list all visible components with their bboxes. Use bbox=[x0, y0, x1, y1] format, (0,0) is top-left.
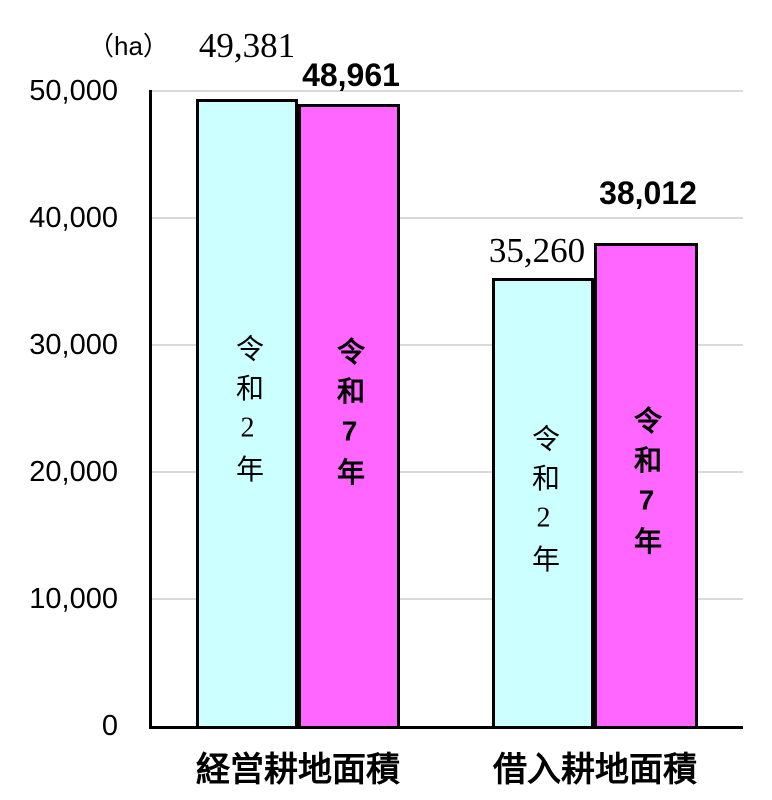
value-label-reiwa7-kariire: 38,012 bbox=[599, 175, 697, 211]
y-tick-label: 20,000 bbox=[29, 456, 118, 488]
y-tick-label: 50,000 bbox=[29, 75, 118, 107]
gridline-50000 bbox=[150, 90, 743, 92]
y-tick-label: 40,000 bbox=[29, 202, 118, 234]
y-axis-unit-label: （ha） bbox=[88, 31, 169, 61]
bar-reiwa2-keiei: 令和2年 bbox=[196, 99, 298, 729]
bar-reiwa7-kariire: 令和7年 bbox=[594, 243, 698, 729]
value-label-reiwa2-kariire: 35,260 bbox=[488, 231, 586, 270]
y-tick-label: 10,000 bbox=[29, 583, 118, 615]
category-label-kariire: 借入耕地面積 bbox=[493, 751, 697, 789]
gridline-30000 bbox=[150, 344, 743, 346]
bar-series-label: 令和7年 bbox=[631, 406, 662, 566]
gridline-40000 bbox=[150, 217, 743, 219]
bar-series-label: 令和2年 bbox=[528, 423, 559, 584]
bar-reiwa7-keiei: 令和7年 bbox=[298, 104, 400, 729]
value-label-reiwa7-keiei: 48,961 bbox=[302, 57, 400, 93]
bar-series-label: 令和7年 bbox=[334, 336, 365, 497]
gridline-20000 bbox=[150, 471, 743, 473]
x-axis-line bbox=[149, 726, 743, 729]
category-label-keiei: 経営耕地面積 bbox=[196, 751, 400, 789]
y-tick-label: 0 bbox=[101, 710, 118, 742]
y-tick-label: 30,000 bbox=[29, 329, 118, 361]
y-axis-line bbox=[149, 90, 152, 729]
gridline-10000 bbox=[150, 598, 743, 600]
bar-reiwa2-kariire: 令和2年 bbox=[492, 278, 594, 729]
value-label-reiwa2-keiei: 49,381 bbox=[198, 26, 296, 65]
bar-series-label: 令和2年 bbox=[232, 334, 263, 494]
